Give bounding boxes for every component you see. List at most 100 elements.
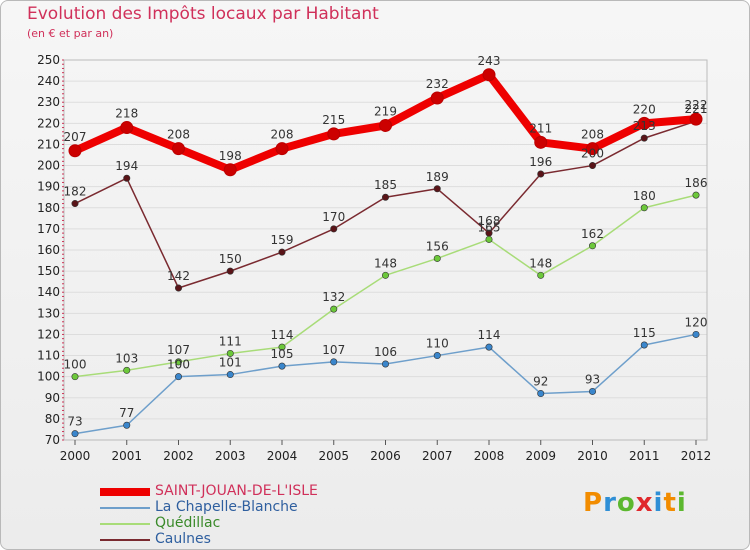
data-point <box>175 373 183 381</box>
data-point <box>120 121 134 135</box>
data-label: 114 <box>271 328 294 342</box>
legend-swatch <box>100 523 150 525</box>
data-label: 148 <box>529 256 552 270</box>
data-point <box>123 174 131 182</box>
data-label: 194 <box>115 159 138 173</box>
y-tick-label: 150 <box>37 264 60 278</box>
y-tick-label: 210 <box>37 137 60 151</box>
data-label: 232 <box>426 77 449 91</box>
logo-letter: P <box>583 488 604 518</box>
data-label: 170 <box>322 210 345 224</box>
legend-label: Caulnes <box>155 531 211 547</box>
y-tick-label: 250 <box>37 53 60 67</box>
data-point <box>640 341 648 349</box>
data-label: 92 <box>533 375 548 389</box>
x-tick-label: 2002 <box>163 449 194 463</box>
data-point <box>278 343 286 351</box>
data-point <box>586 142 599 156</box>
x-tick-label: 2005 <box>318 449 349 463</box>
y-tick-label: 120 <box>37 327 60 341</box>
data-point <box>71 200 79 208</box>
y-tick-label: 220 <box>37 116 60 130</box>
data-point <box>640 204 648 212</box>
data-point <box>223 163 237 177</box>
data-label: 114 <box>478 328 501 342</box>
data-label: 221 <box>685 102 708 116</box>
legend-label: SAINT-JOUAN-DE-L'ISLE <box>155 483 318 499</box>
data-label: 159 <box>271 233 294 247</box>
y-tick-label: 180 <box>37 201 60 215</box>
y-tick-label: 90 <box>45 391 60 405</box>
data-point <box>692 330 700 338</box>
data-label: 186 <box>685 176 708 190</box>
data-point <box>588 387 596 395</box>
data-label: 148 <box>374 256 397 270</box>
data-point <box>330 305 338 313</box>
y-tick-label: 170 <box>37 222 60 236</box>
x-tick-label: 2008 <box>474 449 505 463</box>
data-point <box>381 193 389 201</box>
y-tick-label: 70 <box>45 433 60 447</box>
data-label: 168 <box>478 214 501 228</box>
y-tick-label: 240 <box>37 74 60 88</box>
x-tick-label: 2006 <box>370 449 401 463</box>
data-point <box>379 118 392 132</box>
y-tick-label: 140 <box>37 285 60 299</box>
x-tick-label: 2003 <box>215 449 246 463</box>
x-tick-label: 2007 <box>422 449 453 463</box>
y-tick-label: 200 <box>37 159 60 173</box>
data-point <box>71 430 79 438</box>
x-tick-label: 2001 <box>111 449 142 463</box>
data-label: 115 <box>633 326 656 340</box>
data-label: 185 <box>374 178 397 192</box>
data-label: 219 <box>374 104 397 118</box>
x-tick-label: 2000 <box>60 449 91 463</box>
data-point <box>537 170 545 178</box>
data-label: 180 <box>633 189 656 203</box>
data-point <box>68 144 82 158</box>
data-label: 107 <box>322 343 345 357</box>
data-label: 211 <box>529 121 552 135</box>
logo-letter: r <box>603 488 617 518</box>
data-label: 218 <box>115 107 138 121</box>
logo-letter: i <box>653 488 664 518</box>
x-tick-label: 2004 <box>267 449 298 463</box>
data-label: 243 <box>478 54 501 68</box>
y-tick-label: 130 <box>37 306 60 320</box>
data-point <box>327 127 341 141</box>
data-point <box>433 185 441 193</box>
y-tick-label: 230 <box>37 95 60 109</box>
x-tick-label: 2012 <box>681 449 712 463</box>
data-label: 101 <box>219 356 242 370</box>
data-label: 156 <box>426 239 449 253</box>
data-label: 103 <box>115 351 138 365</box>
data-point <box>381 271 389 279</box>
logo-letter: x <box>635 488 654 518</box>
data-label: 162 <box>581 227 604 241</box>
legend-swatch <box>100 539 150 541</box>
data-label: 198 <box>219 149 242 163</box>
chart-subtitle: (en € et par an) <box>27 27 114 40</box>
y-tick-label: 160 <box>37 243 60 257</box>
logo-letter: i <box>676 488 687 518</box>
data-label: 182 <box>64 185 87 199</box>
legend-swatch <box>100 488 150 496</box>
data-label: 107 <box>167 343 190 357</box>
data-label: 215 <box>322 113 345 127</box>
data-label: 100 <box>64 358 87 372</box>
data-point <box>381 360 389 368</box>
data-point <box>123 366 131 374</box>
data-label: 165 <box>478 220 501 234</box>
logo-letter: t <box>663 488 677 518</box>
data-point <box>172 142 185 156</box>
chart-title: Evolution des Impôts locaux par Habitant <box>27 4 379 24</box>
data-point <box>278 362 286 370</box>
data-point <box>482 68 496 82</box>
data-point <box>226 349 234 357</box>
data-point <box>588 162 596 170</box>
data-point <box>534 135 548 149</box>
data-label: 73 <box>67 415 82 429</box>
data-label: 150 <box>219 252 242 266</box>
data-label: 207 <box>64 130 87 144</box>
data-label: 110 <box>426 337 449 351</box>
